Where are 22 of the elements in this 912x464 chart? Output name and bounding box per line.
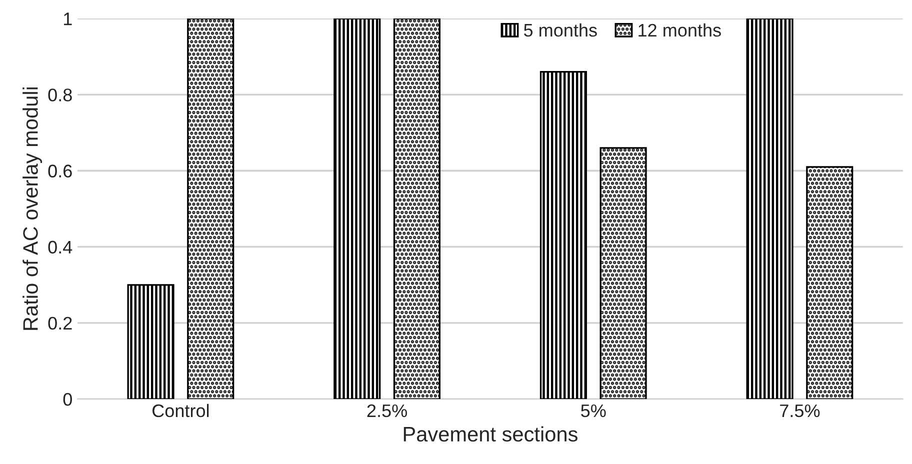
bar xyxy=(187,18,234,400)
y-tick-label: 0.4 xyxy=(48,240,72,254)
bar xyxy=(746,18,794,400)
legend-label: 5 months xyxy=(524,23,597,37)
y-tick-label: 0.8 xyxy=(48,88,72,102)
bar xyxy=(806,166,854,400)
x-tick-label: 5% xyxy=(581,404,606,418)
x-tick-label: 7.5% xyxy=(780,404,820,418)
y-tick-label: 0 xyxy=(63,392,72,406)
y-tick-label: 0.2 xyxy=(48,316,72,330)
bar xyxy=(334,18,381,400)
bar xyxy=(540,70,587,400)
x-tick-label: 2.5% xyxy=(367,404,407,418)
y-tick-label: 0.6 xyxy=(48,164,72,178)
bar xyxy=(393,18,440,400)
bar xyxy=(600,147,647,400)
y-tick-label: 1 xyxy=(64,12,72,26)
y-axis-title: Ratio of AC overlay moduli xyxy=(22,87,42,330)
x-axis-title: Pavement sections xyxy=(404,426,578,442)
legend-label: 12 months xyxy=(638,23,721,37)
x-tick-label: Control xyxy=(152,404,209,418)
bar xyxy=(127,284,174,400)
